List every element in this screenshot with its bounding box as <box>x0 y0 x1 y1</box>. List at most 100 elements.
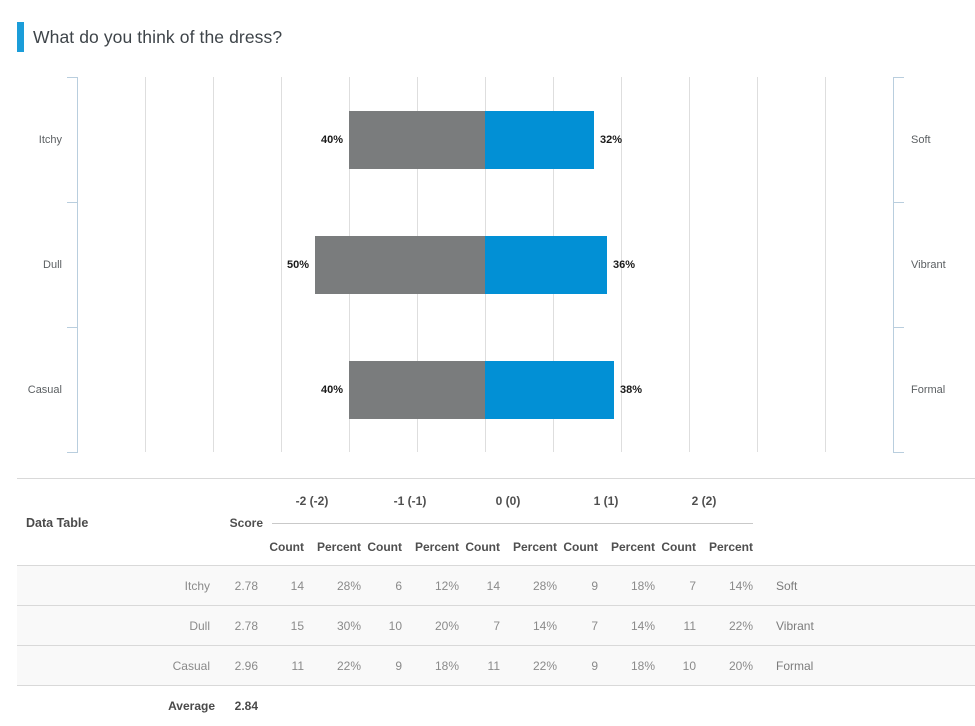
category-label-formal: Formal <box>911 384 946 396</box>
diverging-bar-chart: Itchy 40% 32% Soft Dull 50% 36% Vibrant … <box>0 75 975 467</box>
bar-negative-casual[interactable] <box>349 361 485 419</box>
category-label-casual: Casual <box>27 384 62 396</box>
percent-value: 20% <box>728 658 753 673</box>
right-axis <box>893 77 894 452</box>
group-header: -1 (-1) <box>393 494 427 508</box>
group-header: 1 (1) <box>593 494 619 508</box>
bar-positive-soft[interactable] <box>485 111 594 169</box>
table-row-itchy: Itchy 2.78 14 28% 6 12% 14 28% 9 18% 7 1… <box>17 565 975 605</box>
gridline <box>825 77 826 452</box>
count-value: 10 <box>388 618 402 633</box>
category-label-vibrant: Vibrant <box>911 259 946 271</box>
row-label: Dull <box>189 618 210 633</box>
percent-value: 18% <box>434 658 459 673</box>
percent-header: Percent <box>316 540 361 554</box>
percent-value: 12% <box>434 578 459 593</box>
row-right-label: Soft <box>776 578 798 593</box>
accent-bar <box>17 22 24 52</box>
count-value: 9 <box>395 658 402 673</box>
right-axis-tick <box>893 202 904 203</box>
percent-value: 22% <box>336 658 361 673</box>
row-label: Itchy <box>184 578 210 593</box>
percent-value: 28% <box>336 578 361 593</box>
right-axis-tick <box>893 77 904 78</box>
count-value: 11 <box>291 658 304 673</box>
percent-header: Percent <box>708 540 753 554</box>
group-header: 2 (2) <box>691 494 717 508</box>
score-value: 2.96 <box>234 658 258 673</box>
bar-value-label: 38% <box>620 384 643 396</box>
row-right-label: Formal <box>776 658 814 673</box>
gridline <box>213 77 214 452</box>
left-axis-tick <box>67 202 78 203</box>
percent-value: 14% <box>728 578 753 593</box>
row-right-label: Vibrant <box>776 618 814 633</box>
bar-value-label: 40% <box>320 384 343 396</box>
bar-negative-itchy[interactable] <box>349 111 485 169</box>
right-axis-tick <box>893 452 904 453</box>
bar-value-label: 32% <box>600 134 623 146</box>
right-axis-tick <box>893 327 904 328</box>
percent-header: Percent <box>512 540 557 554</box>
question-header: What do you think of the dress? <box>17 22 282 52</box>
percent-value: 30% <box>336 618 361 633</box>
percent-value: 20% <box>434 618 459 633</box>
percent-value: 22% <box>532 658 557 673</box>
count-header: Count <box>465 540 500 554</box>
average-label: Average <box>168 698 215 713</box>
bar-value-label: 40% <box>320 134 343 146</box>
count-value: 9 <box>591 578 598 593</box>
average-row: Average 2.84 <box>17 685 975 725</box>
bar-value-label: 50% <box>286 259 309 271</box>
count-value: 6 <box>395 578 402 593</box>
count-value: 11 <box>487 658 500 673</box>
group-header: -2 (-2) <box>295 494 329 508</box>
count-header: Count <box>269 540 304 554</box>
percent-value: 18% <box>630 658 655 673</box>
count-header: Count <box>563 540 598 554</box>
score-column-header: Score <box>229 516 263 530</box>
count-header: Count <box>661 540 696 554</box>
count-value: 10 <box>682 658 696 673</box>
page-title: What do you think of the dress? <box>33 26 283 47</box>
category-label-dull: Dull <box>43 259 62 271</box>
gridline <box>757 77 758 452</box>
data-table-header: -2 (-2) -1 (-1) 0 (0) 1 (1) 2 (2) Data T… <box>17 478 975 565</box>
data-table-title: Data Table <box>26 516 89 530</box>
gridline <box>621 77 622 452</box>
bar-positive-vibrant[interactable] <box>485 236 607 294</box>
category-label-itchy: Itchy <box>38 134 62 146</box>
row-label: Casual <box>172 658 210 673</box>
table-row-dull: Dull 2.78 15 30% 10 20% 7 14% 7 14% 11 2… <box>17 605 975 645</box>
count-value: 15 <box>290 618 304 633</box>
bar-negative-dull[interactable] <box>315 236 485 294</box>
count-value: 9 <box>591 658 598 673</box>
group-header: 0 (0) <box>495 494 521 508</box>
category-label-soft: Soft <box>911 134 931 146</box>
left-axis <box>77 77 78 452</box>
percent-value: 14% <box>532 618 557 633</box>
average-value: 2.84 <box>234 698 258 713</box>
bar-positive-formal[interactable] <box>485 361 614 419</box>
percent-header: Percent <box>610 540 655 554</box>
left-axis-tick <box>67 327 78 328</box>
data-table: -2 (-2) -1 (-1) 0 (0) 1 (1) 2 (2) Data T… <box>17 478 975 725</box>
gridline <box>281 77 282 452</box>
count-value: 14 <box>290 578 304 593</box>
count-value: 11 <box>683 618 696 633</box>
header-divider <box>272 523 753 524</box>
subheader-row: Count Percent Count Percent Count Percen… <box>17 540 975 554</box>
group-header-row: -2 (-2) -1 (-1) 0 (0) 1 (1) 2 (2) <box>17 494 975 508</box>
count-value: 7 <box>493 618 500 633</box>
left-axis-tick <box>67 452 78 453</box>
percent-value: 14% <box>630 618 655 633</box>
gridline <box>145 77 146 452</box>
score-value: 2.78 <box>234 578 258 593</box>
score-value: 2.78 <box>234 618 258 633</box>
percent-value: 22% <box>728 618 753 633</box>
count-value: 7 <box>689 578 696 593</box>
table-row-casual: Casual 2.96 11 22% 9 18% 11 22% 9 18% 10… <box>17 645 975 685</box>
gridline <box>689 77 690 452</box>
percent-header: Percent <box>414 540 459 554</box>
bar-value-label: 36% <box>613 259 636 271</box>
